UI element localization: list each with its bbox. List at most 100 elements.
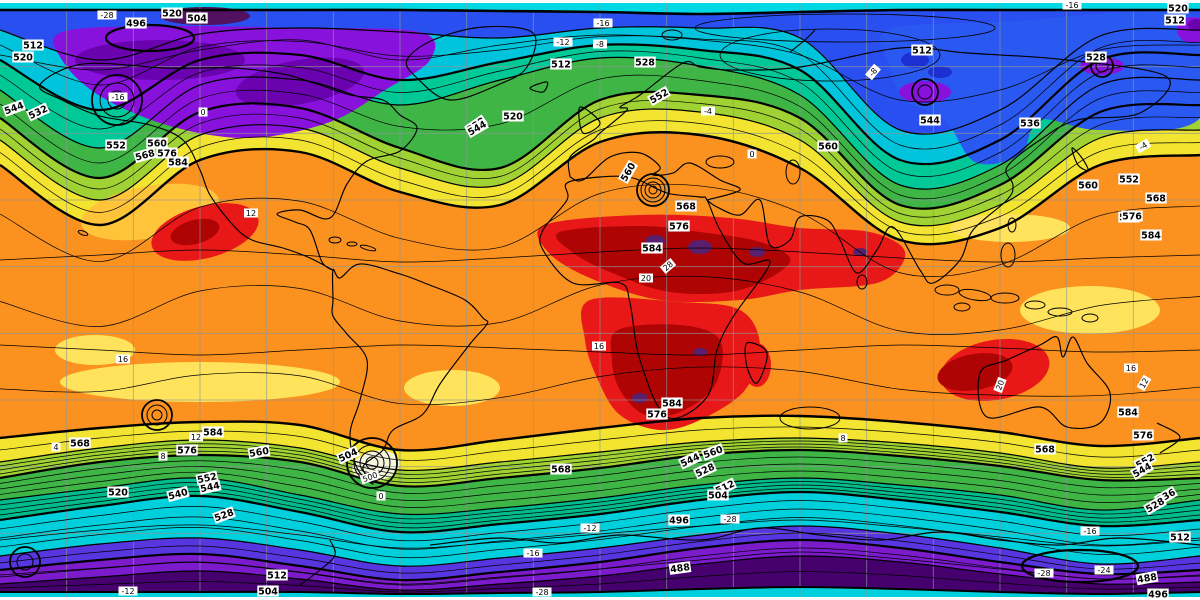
height-contour-minor — [0, 74, 1200, 200]
height-contour-major — [0, 108, 1200, 227]
coastline-mediterranean-north — [569, 151, 741, 201]
island-outline — [1047, 307, 1073, 317]
svg-text:8: 8 — [160, 452, 165, 461]
contour-label: 584 — [641, 242, 663, 254]
contour-label: -28 — [1034, 568, 1054, 578]
coastline-antarctic-peninsula — [299, 539, 336, 586]
svg-text:-12: -12 — [583, 524, 596, 533]
svg-text:-28: -28 — [1037, 569, 1050, 578]
contour-label: 540 — [166, 485, 190, 503]
contour-label: 576 — [668, 220, 690, 232]
coastline-antarctica-coast — [429, 527, 1200, 546]
patch-australia-dark-red — [937, 353, 1013, 391]
ring-siberia-low-1 — [911, 78, 939, 106]
contour-label: -28 — [532, 587, 552, 597]
contour-label: 584 — [661, 397, 683, 409]
height-contour-minor — [0, 547, 1200, 586]
contour-label: 568 — [133, 146, 157, 164]
height-contour-minor — [0, 488, 1200, 529]
contour-label: 504 — [186, 12, 208, 24]
island-outline — [856, 274, 868, 290]
height-contour-major — [0, 490, 1200, 534]
coastline-novaya-zemlya — [789, 29, 816, 53]
ring-med-cutoff-low — [648, 185, 658, 195]
svg-text:-8: -8 — [867, 66, 879, 78]
svg-text:584: 584 — [203, 427, 223, 438]
patch-siberia-navy-1 — [901, 52, 929, 68]
ring-sh-high — [141, 399, 173, 431]
contour-label: -16 — [108, 92, 128, 102]
island-outline — [1000, 242, 1016, 268]
patch-yellow-pac-right — [1020, 286, 1160, 334]
height-contour-minor — [0, 440, 1200, 475]
contour-label: -4 — [701, 106, 715, 116]
contour-label: 512 — [550, 58, 572, 70]
contour-label: 560 — [1077, 179, 1099, 191]
svg-text:576: 576 — [669, 221, 689, 232]
height-contour-minor — [0, 183, 1200, 277]
patch-africa-purple-dot-1 — [632, 393, 648, 403]
temp-contour — [0, 344, 1200, 356]
contour-label: -4 — [1134, 138, 1152, 154]
svg-text:-24: -24 — [1097, 566, 1110, 575]
contour-label: -12 — [580, 523, 600, 533]
temp-contour — [0, 247, 1200, 263]
height-contour-major — [0, 585, 1200, 596]
height-contour-minor — [0, 366, 1200, 406]
svg-text:568: 568 — [70, 438, 90, 449]
contour-label: -8 — [865, 63, 881, 81]
svg-text:568: 568 — [1146, 193, 1166, 204]
contour-label: 16 — [1124, 363, 1138, 373]
island-outline — [785, 159, 801, 185]
temp-contour — [0, 34, 1200, 103]
height-contour-minor — [0, 275, 1200, 335]
contour-label: -28 — [720, 514, 740, 524]
ring-med-cutoff-low — [640, 177, 666, 203]
svg-text:16: 16 — [594, 342, 604, 351]
band-fill-layer — [0, 3, 1200, 600]
svg-text:-28: -28 — [100, 11, 113, 20]
island-outline — [77, 229, 89, 237]
contour-label: 576 — [1132, 429, 1154, 441]
island-outline — [661, 29, 683, 41]
ring-sh-closed-584 — [779, 406, 841, 430]
contour-label: 488 — [668, 561, 692, 576]
svg-text:568: 568 — [1035, 444, 1055, 455]
top-margin — [0, 0, 1200, 3]
contour-label: 584 — [167, 156, 189, 168]
height-contour-minor — [0, 456, 1200, 494]
ring-alaska-low — [99, 82, 135, 118]
svg-text:560: 560 — [248, 446, 270, 460]
contour-label: 568 — [1034, 443, 1056, 455]
island-outline — [346, 241, 358, 247]
height-contour-minor — [0, 517, 1200, 559]
height-contour-major — [0, 131, 1200, 246]
bottom-margin — [0, 597, 1200, 600]
height-contour-minor — [0, 571, 1200, 593]
contour-label: -12 — [553, 37, 573, 47]
svg-text:544: 544 — [920, 115, 940, 126]
svg-text:512: 512 — [1170, 532, 1190, 543]
region-sahara-dark-red — [555, 226, 791, 295]
contour-label: 552 — [1118, 173, 1140, 185]
island-outline — [705, 155, 735, 169]
svg-text:12: 12 — [1138, 376, 1151, 389]
svg-text:536: 536 — [1020, 118, 1040, 129]
svg-text:-16: -16 — [1065, 1, 1078, 10]
height-contour-minor — [0, 463, 1200, 501]
height-contour-minor — [0, 35, 1200, 150]
contour-label: 8 — [838, 433, 848, 443]
coastline-greenland — [405, 25, 537, 101]
patch-madagascar-red — [743, 343, 771, 387]
ring-siberia-low-1 — [917, 84, 933, 100]
svg-text:560: 560 — [147, 138, 167, 149]
height-contour-major — [0, 555, 1200, 591]
patch-africa-purple-dot-2 — [693, 348, 707, 356]
svg-text:-16: -16 — [1083, 527, 1096, 536]
coastline-north-america — [38, 62, 418, 271]
contour-label: 520 — [1167, 2, 1189, 14]
contour-label: 496 — [125, 17, 147, 29]
contour-label: -16 — [523, 548, 543, 558]
